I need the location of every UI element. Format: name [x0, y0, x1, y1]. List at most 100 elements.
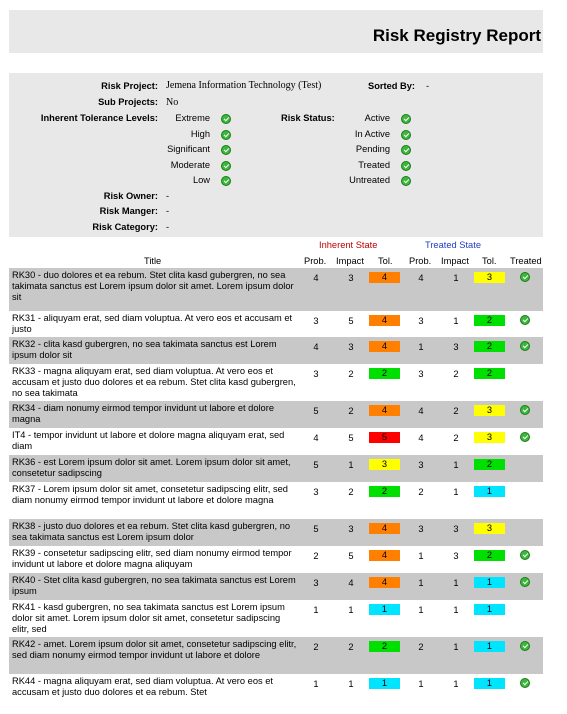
risk-title: RK41 - kasd gubergren, no sea takimata s…: [12, 602, 285, 634]
treated-prob: 2: [418, 487, 424, 497]
inherent-tolerance-cell: 2: [369, 368, 400, 379]
inherent-prob: 2: [313, 642, 319, 652]
inherent-tolerance-cell: 5: [369, 432, 400, 443]
treated-prob: 1: [418, 679, 424, 689]
treated-impact: 1: [453, 679, 459, 689]
sorted-by-label: Sorted By:: [368, 81, 416, 91]
table-row: RK33 - magna aliquyam erat, sed diam vol…: [9, 364, 543, 401]
treated-prob: 1: [418, 551, 424, 561]
check-icon: [401, 160, 411, 171]
treated-prob: 1: [418, 605, 424, 615]
table-row: RK42 - amet. Lorem ipsum dolor sit amet,…: [9, 637, 543, 674]
inherent-tolerance-cell: 4: [369, 315, 400, 326]
treated-tolerance-cell: 3: [474, 272, 505, 283]
treated-tolerance-cell: 3: [474, 523, 505, 534]
treated-prob: 3: [418, 316, 424, 326]
treated-check-icon: [520, 550, 530, 560]
inherent-prob: 4: [313, 273, 319, 283]
table-row: RK34 - diam nonumy eirmod tempor invidun…: [9, 401, 543, 428]
inherent-prob: 3: [313, 369, 319, 379]
risk-title: RK36 - est Lorem ipsum dolor sit amet. L…: [12, 457, 291, 478]
col-prob2-header: Prob.: [409, 256, 432, 266]
treated-impact: 2: [453, 433, 459, 443]
col-title-header: Title: [144, 256, 162, 266]
treated-check-icon: [520, 678, 530, 688]
treated-tolerance-cell: 1: [474, 577, 505, 588]
inherent-impact: 1: [348, 679, 354, 689]
inherent-prob: 1: [313, 679, 319, 689]
risk-title: RK31 - aliquyam erat, sed diam voluptua.…: [12, 313, 293, 334]
check-icon: [401, 145, 411, 155]
treated-tolerance-cell: 1: [474, 604, 505, 615]
risk-status-label: Active: [364, 113, 390, 123]
check-icon: [401, 176, 411, 186]
treated-prob: 4: [418, 273, 424, 283]
treated-check-icon: [520, 641, 530, 651]
inherent-impact: 5: [348, 316, 354, 326]
treated-impact: 1: [453, 642, 459, 652]
risk-project-value: Jemena Information Technology (Test): [166, 80, 322, 91]
inherent-state-header: Inherent State: [319, 240, 378, 250]
treated-prob: 4: [418, 433, 424, 443]
inherent-prob: 5: [313, 524, 319, 534]
tolerance-level-label: Significant: [167, 144, 210, 154]
risk-title: RK30 - duo dolores et ea rebum. Stet cli…: [12, 270, 294, 302]
treated-tolerance-cell: 2: [474, 315, 505, 326]
inherent-prob: 5: [313, 460, 319, 470]
inherent-tolerance-cell: 4: [369, 523, 400, 534]
col-impact-header: Impact: [336, 256, 364, 266]
inherent-impact: 5: [348, 433, 354, 443]
sub-projects-label: Sub Projects:: [98, 97, 158, 107]
tolerance-level-label: Moderate: [170, 159, 210, 170]
inherent-tolerance-cell: 2: [369, 641, 400, 652]
inherent-tolerance-cell: 4: [369, 577, 400, 588]
treated-check-icon: [520, 577, 530, 587]
inherent-tolerance-cell: 3: [369, 459, 400, 470]
check-icon: [221, 176, 231, 186]
treated-check-icon: [520, 405, 530, 415]
treated-prob: 3: [418, 524, 424, 534]
risk-status-label: In Active: [354, 128, 390, 139]
treated-impact: 2: [453, 406, 459, 416]
treated-check-icon: [520, 432, 530, 442]
treated-check-icon: [520, 315, 530, 325]
risk-status-label: Untreated: [349, 175, 390, 185]
treated-check-icon: [520, 341, 530, 351]
sorted-by-value: -: [426, 81, 430, 91]
risk-category-value: -: [166, 222, 170, 232]
risk-title: IT4 - tempor invidunt ut labore et dolor…: [12, 430, 285, 451]
risk-status-label: Treated: [358, 159, 390, 170]
treated-tolerance-cell: 2: [474, 341, 505, 352]
treated-prob: 3: [418, 369, 424, 379]
inherent-impact: 1: [348, 460, 354, 470]
treated-tolerance-cell: 1: [474, 486, 505, 497]
treated-impact: 3: [453, 342, 459, 352]
treated-tolerance-cell: 2: [474, 368, 505, 379]
risk-title: RK32 - clita kasd gubergren, no sea taki…: [12, 339, 277, 360]
risk-title: RK37 - Lorem ipsum dolor sit amet, conse…: [12, 484, 288, 505]
tolerance-level-label: Low: [192, 175, 210, 185]
inherent-tolerance-cell: 4: [369, 272, 400, 283]
tolerance-level-label: High: [190, 128, 210, 139]
inherent-impact: 2: [348, 642, 354, 652]
treated-tolerance-cell: 3: [474, 405, 505, 416]
risk-owner-value: -: [166, 191, 170, 201]
inherent-impact: 3: [348, 273, 354, 283]
treated-tolerance-cell: 1: [474, 641, 505, 652]
table-row: RK36 - est Lorem ipsum dolor sit amet. L…: [9, 455, 543, 482]
risk-title: RK39 - consetetur sadipscing elitr, sed …: [12, 548, 292, 569]
inherent-tolerance-cell: 4: [369, 550, 400, 561]
tolerance-level-label: Extreme: [175, 113, 210, 123]
check-icon: [401, 114, 411, 124]
risk-title: RK40 - Stet clita kasd gubergren, no sea…: [12, 575, 296, 596]
treated-prob: 1: [418, 578, 424, 588]
treated-prob: 4: [418, 406, 424, 416]
col-tol2-header: Tol.: [482, 256, 497, 266]
treated-prob: 1: [418, 342, 424, 352]
check-icon: [221, 114, 231, 124]
table-row: RK31 - aliquyam erat, sed diam voluptua.…: [9, 311, 543, 337]
treated-impact: 1: [453, 605, 459, 615]
risk-title: RK42 - amet. Lorem ipsum dolor sit amet,…: [12, 639, 297, 660]
table-row: RK40 - Stet clita kasd gubergren, no sea…: [9, 573, 543, 600]
col-prob-header: Prob.: [304, 256, 327, 266]
